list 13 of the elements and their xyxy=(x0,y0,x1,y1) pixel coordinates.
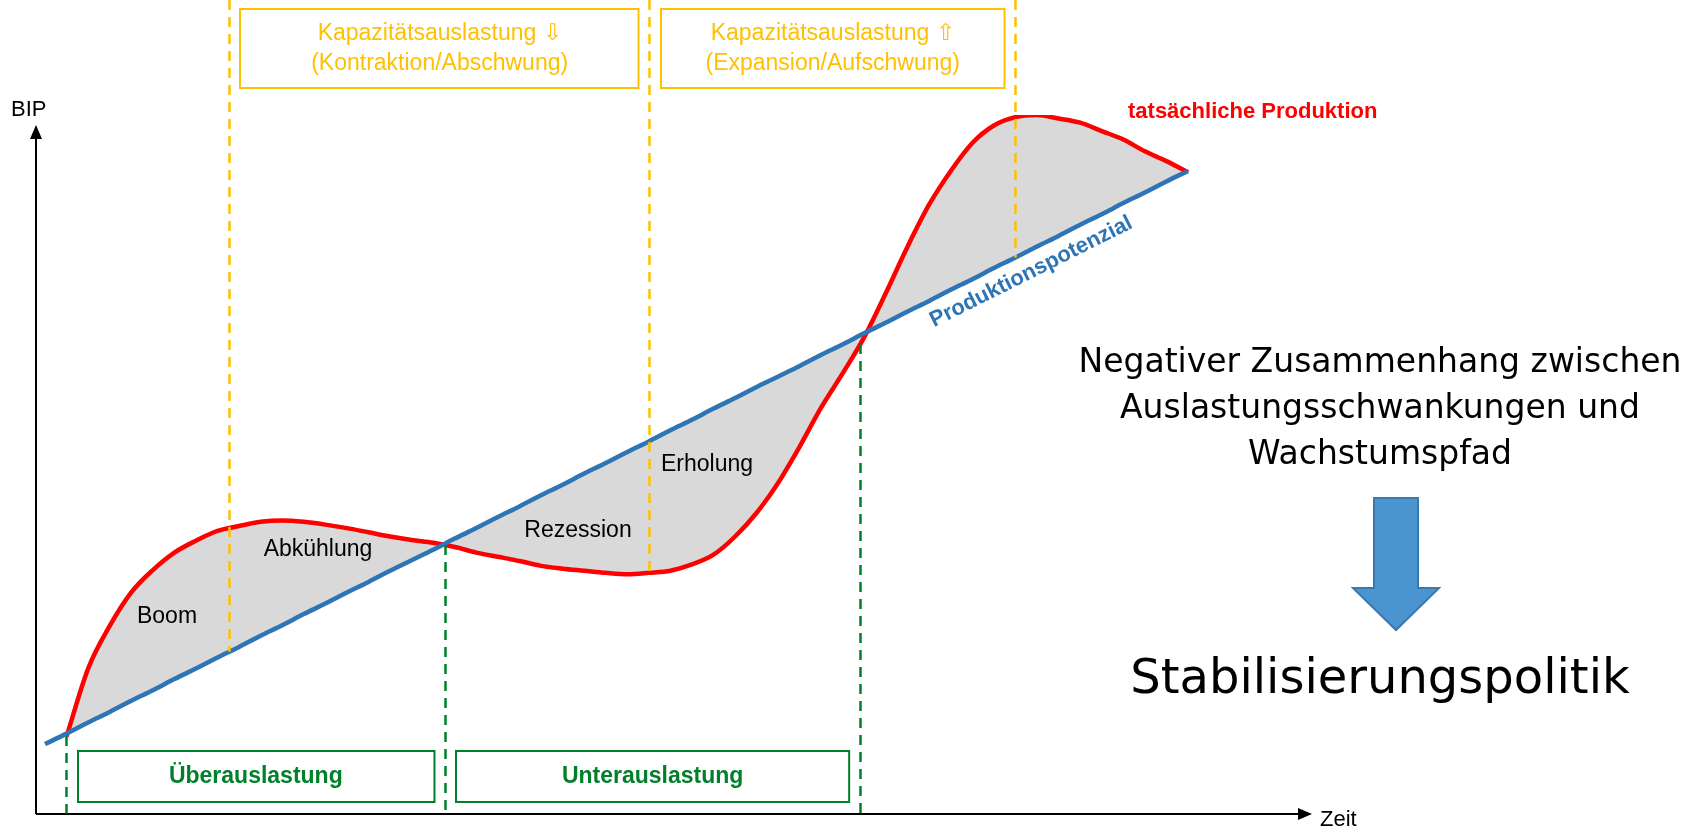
series-label: tatsächliche Produktion xyxy=(1128,98,1378,123)
annotation: Negativer Zusammenhang zwischen Auslastungsschwankungen und Wachstumspfad xyxy=(1077,340,1683,474)
annotation: Stabilisierungspolitik xyxy=(1129,647,1631,706)
annotation: Unterauslastung xyxy=(561,761,744,788)
annotation: Abkühlung xyxy=(263,535,373,561)
text: Zeit xyxy=(1320,806,1357,830)
annotation: Überauslastung xyxy=(168,761,343,788)
annotation: Boom xyxy=(136,602,198,628)
text: Kapazitätsauslastung ⇧ (Expansion/Aufschwung) xyxy=(705,18,960,75)
y-axis-title: BIP xyxy=(11,96,47,121)
annotation: Erholung xyxy=(660,450,754,476)
text: Kapazitätsauslastung ⇩ (Kontraktion/Abschwung) xyxy=(311,18,569,75)
annotation: Rezession xyxy=(524,516,632,542)
